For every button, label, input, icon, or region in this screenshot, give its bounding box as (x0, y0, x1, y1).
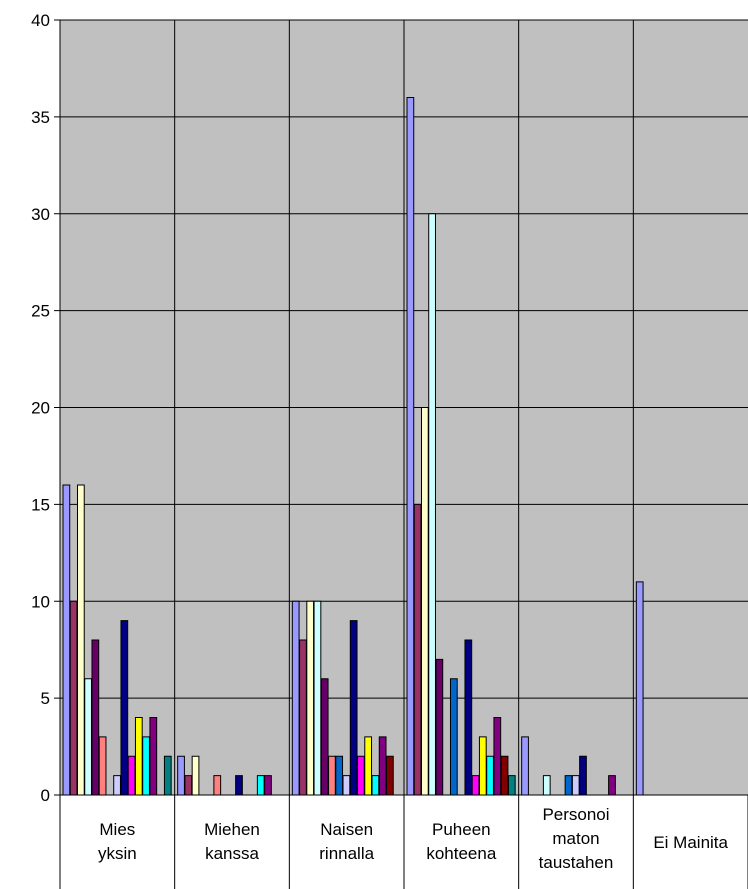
x-category-label: kanssa (205, 844, 259, 863)
bar (500, 755, 509, 796)
bar (256, 775, 265, 796)
bar (264, 775, 272, 796)
x-category-label: taustahen (539, 853, 614, 872)
x-category-label: maton (552, 829, 599, 848)
x-category-label: Miehen (204, 820, 260, 839)
bar (84, 678, 92, 796)
bar (91, 639, 100, 796)
bar (507, 775, 516, 796)
x-category-label: Mies (99, 820, 135, 839)
bar (120, 620, 129, 796)
bar (521, 736, 529, 796)
bar (471, 775, 480, 796)
y-tick-label: 35 (31, 108, 50, 127)
bar (62, 484, 71, 796)
bar (69, 600, 78, 796)
x-category-label: Ei Mainita (653, 833, 728, 852)
bar (342, 775, 351, 796)
x-category-label: rinnalla (319, 844, 374, 863)
bar (493, 717, 502, 796)
bar (378, 736, 387, 796)
bar (127, 755, 136, 796)
bar (564, 775, 573, 796)
bar (328, 755, 336, 796)
bar (349, 620, 358, 796)
bar (635, 581, 644, 796)
bar (478, 736, 487, 796)
bar (464, 639, 473, 796)
bar (235, 775, 243, 796)
bar (299, 639, 307, 796)
bar (313, 600, 322, 796)
bar (134, 717, 143, 796)
gridlines (60, 19, 748, 795)
y-tick-label: 20 (31, 399, 50, 418)
y-tick-label: 40 (31, 11, 50, 30)
bar (371, 775, 380, 796)
y-tick-label: 15 (31, 495, 50, 514)
bar (428, 213, 436, 796)
bar (149, 717, 158, 796)
bar (113, 775, 121, 796)
bar (449, 678, 458, 796)
bar (364, 736, 373, 796)
bar (420, 407, 429, 796)
bar (163, 755, 172, 796)
x-axis-category-labels: Mies yksin Miehen kanssa Naisen rinnalla Puhee… (98, 805, 729, 872)
y-tick-label: 30 (31, 205, 50, 224)
x-category-label: Puheen (432, 820, 491, 839)
bar (98, 736, 107, 796)
y-tick-label: 0 (41, 786, 50, 805)
bar (177, 755, 185, 796)
x-category-label: kohteena (426, 844, 496, 863)
bar (335, 755, 344, 796)
bar (608, 775, 616, 796)
x-category-label: Personoi (542, 805, 609, 824)
bar (191, 755, 200, 796)
y-tick-label: 5 (41, 689, 50, 708)
bar (435, 658, 444, 796)
bar (357, 755, 365, 796)
bar (406, 97, 415, 796)
bar (386, 755, 394, 796)
y-tick-label: 25 (31, 302, 50, 321)
y-axis-tick-labels: 0 5 10 15 20 25 30 35 40 (31, 11, 50, 805)
bar (213, 775, 222, 796)
x-category-label: yksin (98, 844, 137, 863)
bar (142, 736, 150, 796)
bar (184, 775, 193, 796)
bar (413, 503, 422, 796)
bar (542, 775, 551, 796)
axes (54, 19, 748, 889)
x-category-label: Naisen (320, 820, 373, 839)
bar (571, 775, 580, 796)
bar (579, 755, 587, 796)
bar (76, 484, 85, 796)
bar (486, 755, 494, 796)
bar-series (62, 97, 644, 796)
bar (306, 600, 315, 796)
bar (291, 600, 300, 796)
bar (320, 678, 329, 796)
y-tick-label: 10 (31, 592, 50, 611)
